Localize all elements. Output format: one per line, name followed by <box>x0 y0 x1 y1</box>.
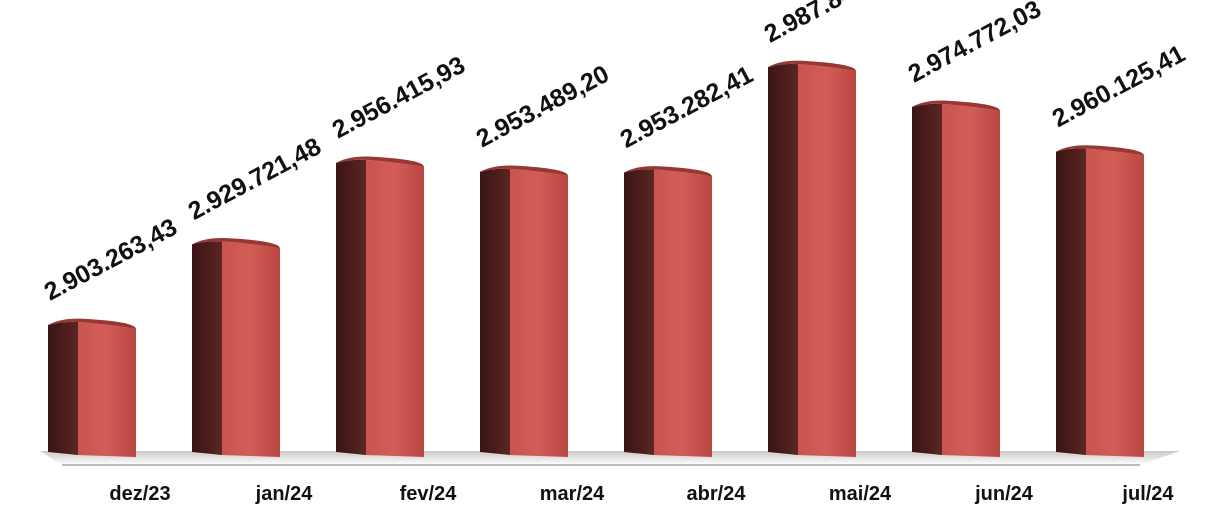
bar-top <box>624 166 712 177</box>
bar-dez/23 <box>48 318 136 457</box>
data-label-dez/23: 2.903.263,43 <box>40 213 182 306</box>
data-label-jan/24: 2.929.721,48 <box>184 132 326 225</box>
bar-side <box>48 321 78 455</box>
x-tick-label-mar/24: mar/24 <box>540 483 605 505</box>
bar-top <box>192 237 280 249</box>
bar-front <box>798 64 856 457</box>
bar-mar/24 <box>480 165 568 457</box>
bar-front <box>222 241 280 457</box>
bar-front <box>78 322 136 457</box>
chart-floor <box>40 451 1180 465</box>
data-label-jun/24: 2.974.772,03 <box>904 0 1046 88</box>
bar-front <box>654 169 712 457</box>
bar-abr/24 <box>624 166 712 457</box>
data-label-jul/24: 2.960.125,41 <box>1048 40 1190 133</box>
data-label-mai/24: 2.987.846,75 <box>760 0 902 48</box>
bar-jun/24 <box>912 100 1000 457</box>
bar-top <box>768 60 856 72</box>
bar-jan/24 <box>192 237 280 457</box>
x-tick-label-dez/23: dez/23 <box>109 483 170 505</box>
bar-jul/24 <box>1056 145 1144 457</box>
bar-side <box>624 169 654 456</box>
bar-top <box>1056 145 1144 156</box>
data-label-abr/24: 2.953.282,41 <box>616 60 758 153</box>
bar-front <box>510 168 568 457</box>
bar-top <box>480 165 568 176</box>
x-tick-label-jan/24: jan/24 <box>255 483 314 505</box>
bar-side <box>768 63 798 456</box>
bar-front <box>1086 148 1144 457</box>
bar-front <box>942 103 1000 457</box>
bar-side <box>1056 148 1086 456</box>
bar-front <box>366 159 424 458</box>
bar-side <box>480 168 510 455</box>
data-label-fev/24: 2.956.415,93 <box>328 51 470 144</box>
bar-fev/24 <box>336 156 424 458</box>
x-tick-label-mai/24: mai/24 <box>829 483 892 505</box>
bar-top <box>48 318 136 330</box>
bar-mai/24 <box>768 60 856 457</box>
x-tick-label-abr/24: abr/24 <box>687 483 747 505</box>
bar-side <box>192 241 222 455</box>
x-tick-label-jul/24: jul/24 <box>1121 483 1174 505</box>
bar-top <box>912 100 1000 111</box>
bar-side <box>912 103 942 456</box>
bar-side <box>336 159 366 455</box>
bar-top <box>336 156 424 167</box>
x-tick-label-fev/24: fev/24 <box>400 483 458 505</box>
x-tick-label-jun/24: jun/24 <box>974 483 1034 505</box>
data-label-mar/24: 2.953.489,20 <box>472 60 614 153</box>
